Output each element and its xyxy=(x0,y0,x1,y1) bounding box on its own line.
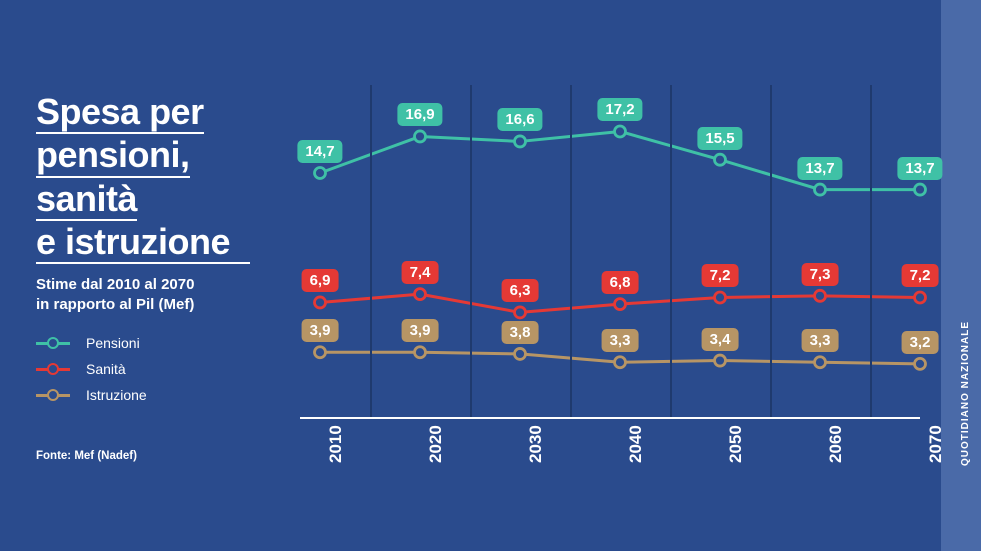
legend-istruzione: Istruzione xyxy=(36,387,147,403)
marker-pensioni xyxy=(815,184,826,195)
page-root: QUOTIDIANO NAZIONALE Spesa per pensioni,… xyxy=(0,0,981,551)
data-label-pensioni: 17,2 xyxy=(597,98,642,121)
legend-sanita: Sanità xyxy=(36,361,147,377)
xtick-label: 2030 xyxy=(526,425,546,463)
marker-sanita xyxy=(715,292,726,303)
chart-gridline xyxy=(770,85,772,417)
marker-istruzione xyxy=(715,355,726,366)
chart-gridline xyxy=(470,85,472,417)
xtick-label: 2060 xyxy=(826,425,846,463)
right-strip xyxy=(941,0,981,551)
data-label-sanita: 7,3 xyxy=(802,263,839,286)
data-label-istruzione: 3,9 xyxy=(302,319,339,342)
xtick-label: 2020 xyxy=(426,425,446,463)
marker-pensioni xyxy=(315,167,326,178)
marker-pensioni xyxy=(715,154,726,165)
data-label-pensioni: 14,7 xyxy=(297,140,342,163)
data-label-pensioni: 16,6 xyxy=(497,108,542,131)
subtitle: Stime dal 2010 al 2070 in rapporto al Pi… xyxy=(36,275,194,314)
marker-sanita xyxy=(915,292,926,303)
marker-istruzione xyxy=(915,358,926,369)
marker-pensioni xyxy=(615,126,626,137)
chart-gridline xyxy=(870,85,872,417)
title-l1: Spesa per xyxy=(36,92,204,134)
data-label-sanita: 6,8 xyxy=(602,271,639,294)
data-label-pensioni: 13,7 xyxy=(797,157,842,180)
marker-sanita xyxy=(415,289,426,300)
legend-pensioni-marker xyxy=(36,337,70,349)
title-l3: sanità xyxy=(36,179,137,221)
legend-pensioni: Pensioni xyxy=(36,335,147,351)
chart-gridline xyxy=(570,85,572,417)
data-label-pensioni: 13,7 xyxy=(897,157,942,180)
data-label-istruzione: 3,4 xyxy=(702,328,739,351)
chart-gridline xyxy=(370,85,372,417)
title-block: Spesa per pensioni, sanità e istruzione xyxy=(36,92,286,264)
data-label-pensioni: 16,9 xyxy=(397,103,442,126)
marker-pensioni xyxy=(415,131,426,142)
data-label-istruzione: 3,3 xyxy=(802,329,839,352)
marker-istruzione xyxy=(815,357,826,368)
marker-pensioni xyxy=(515,136,526,147)
brand-vertical: QUOTIDIANO NAZIONALE xyxy=(960,321,971,466)
marker-istruzione xyxy=(615,357,626,368)
marker-istruzione xyxy=(515,348,526,359)
xtick-label: 2050 xyxy=(726,425,746,463)
data-label-istruzione: 3,2 xyxy=(902,331,939,354)
xtick-label: 2040 xyxy=(626,425,646,463)
marker-sanita xyxy=(515,307,526,318)
legend: Pensioni Sanità Istruzione xyxy=(36,335,147,413)
marker-sanita xyxy=(315,297,326,308)
data-label-sanita: 6,9 xyxy=(302,269,339,292)
data-label-sanita: 6,3 xyxy=(502,279,539,302)
subtitle-l2: in rapporto al Pil (Mef) xyxy=(36,295,194,315)
title-l2: pensioni, xyxy=(36,135,190,177)
chart-gridline xyxy=(670,85,672,417)
legend-sanita-label: Sanità xyxy=(86,361,126,377)
legend-istruzione-label: Istruzione xyxy=(86,387,147,403)
data-label-sanita: 7,2 xyxy=(902,264,939,287)
title-l4: e istruzione xyxy=(36,222,250,264)
data-label-sanita: 7,4 xyxy=(402,261,439,284)
marker-sanita xyxy=(815,290,826,301)
data-label-istruzione: 3,8 xyxy=(502,321,539,344)
marker-pensioni xyxy=(915,184,926,195)
data-label-sanita: 7,2 xyxy=(702,264,739,287)
xtick-label: 2070 xyxy=(926,425,946,463)
marker-istruzione xyxy=(415,347,426,358)
legend-sanita-marker xyxy=(36,363,70,375)
chart-baseline xyxy=(300,417,920,419)
legend-pensioni-label: Pensioni xyxy=(86,335,140,351)
chart-area: 201020202030204020502060207014,716,916,6… xyxy=(300,85,920,505)
marker-sanita xyxy=(615,299,626,310)
data-label-istruzione: 3,9 xyxy=(402,319,439,342)
source: Fonte: Mef (Nadef) xyxy=(36,450,137,462)
subtitle-l1: Stime dal 2010 al 2070 xyxy=(36,275,194,295)
xtick-label: 2010 xyxy=(326,425,346,463)
chart-lines-svg xyxy=(300,85,920,417)
marker-istruzione xyxy=(315,347,326,358)
legend-istruzione-marker xyxy=(36,389,70,401)
data-label-pensioni: 15,5 xyxy=(697,127,742,150)
data-label-istruzione: 3,3 xyxy=(602,329,639,352)
